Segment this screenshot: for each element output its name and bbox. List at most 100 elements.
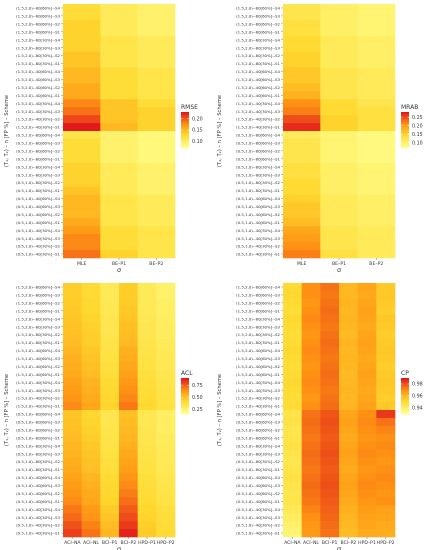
heatmap-cell xyxy=(137,457,157,466)
row-label: (1.5,2.0)--40[60%]--S4 xyxy=(236,69,280,74)
colorbar-segment xyxy=(401,116,409,119)
heatmap-cell xyxy=(357,115,396,124)
row-label: (1.5,2.0)--80[60%]--S3 xyxy=(236,14,280,19)
heatmap-cell xyxy=(320,154,358,164)
heatmap-cell xyxy=(119,322,138,331)
heatmap-cell xyxy=(137,338,157,347)
heatmap-cell xyxy=(357,410,377,419)
colorbar-segment xyxy=(181,400,189,403)
heatmap-cell xyxy=(81,394,101,403)
heatmap-cell xyxy=(100,290,120,300)
colorbar-segment xyxy=(181,124,189,126)
heatmap-cell xyxy=(81,489,101,498)
colorbar-segment xyxy=(401,384,409,386)
col-label: MLE xyxy=(77,261,87,267)
heatmap-cell xyxy=(357,362,377,371)
heatmap-cell xyxy=(63,154,101,164)
heatmap-cell xyxy=(283,314,302,323)
heatmap-cell xyxy=(283,354,302,363)
heatmap-cell xyxy=(137,51,176,60)
heatmap-cell xyxy=(137,346,157,355)
row-label: (0.5,1.0)--80[60%]--S3 xyxy=(16,420,60,425)
heatmap-cell xyxy=(283,370,302,379)
heatmap-cell xyxy=(137,330,157,339)
heatmap-cell xyxy=(119,529,138,538)
heatmap-cell xyxy=(283,178,321,187)
heatmap-cell xyxy=(119,314,138,323)
heatmap-cell xyxy=(81,473,101,482)
colorbar-tick-label: 0.15 xyxy=(412,132,423,138)
heatmap-cell xyxy=(63,186,101,195)
heatmap-cell xyxy=(63,441,82,450)
heatmap-cell xyxy=(156,441,176,450)
heatmap-cell xyxy=(339,283,358,292)
colorbar-segment xyxy=(181,116,189,119)
heatmap-cell xyxy=(100,178,138,187)
heatmap-cell xyxy=(100,107,138,116)
x-axis-title: σ xyxy=(117,266,121,274)
heatmap-cell xyxy=(63,91,101,100)
heatmap-cell xyxy=(357,67,396,76)
heatmap-cell xyxy=(119,410,138,419)
colorbar-segment xyxy=(181,405,189,408)
heatmap-cell xyxy=(63,378,82,387)
heatmap-cell xyxy=(119,465,138,474)
heatmap-cell xyxy=(137,194,176,203)
heatmap-cell xyxy=(63,99,101,108)
heatmap-cell xyxy=(320,298,340,308)
colorbar-segment xyxy=(181,137,189,139)
heatmap-cell xyxy=(339,489,358,498)
heatmap-cell xyxy=(320,433,340,443)
row-label: (1.5,2.0)--80[60%]--S2 xyxy=(236,300,280,305)
heatmap-cell xyxy=(81,529,101,538)
colorbar-tick-label: 0.15 xyxy=(192,128,203,134)
row-label: (0.5,1.0)--80[60%]--S4 xyxy=(236,412,280,417)
heatmap-cell xyxy=(357,354,377,363)
heatmap-cell xyxy=(100,99,138,108)
heatmap-cell xyxy=(100,394,120,403)
heatmap-cell xyxy=(339,417,358,427)
colorbar-segment xyxy=(401,399,409,402)
heatmap-cell xyxy=(119,338,138,347)
heatmap-cell xyxy=(320,146,358,156)
heatmap-cell xyxy=(100,441,120,450)
heatmap-cell xyxy=(119,449,138,458)
heatmap-cell xyxy=(63,250,101,259)
heatmap-cell xyxy=(119,354,138,363)
heatmap-cell xyxy=(357,378,377,387)
colorbar-segment xyxy=(181,382,189,385)
heatmap-cell xyxy=(137,354,157,363)
colorbar-segment xyxy=(401,120,409,122)
legend-title: ACL xyxy=(181,370,193,377)
colorbar-segment xyxy=(181,386,189,388)
heatmap-cell xyxy=(320,19,358,29)
row-label: (0.5,1.0)--80[60%]--S1 xyxy=(16,156,60,161)
colorbar-segment xyxy=(181,394,189,397)
heatmap-cell xyxy=(320,178,358,187)
row-label: (0.5,1.0)--80[60%]--S2 xyxy=(236,148,280,153)
row-label: (1.5,2.0)--80[60%]--S2 xyxy=(16,300,60,305)
heatmap-cell xyxy=(63,513,82,522)
heatmap-cell xyxy=(283,138,321,148)
heatmap-cell xyxy=(100,497,120,506)
heatmap-cell xyxy=(283,35,321,44)
heatmap-cell xyxy=(376,402,396,411)
heatmap-cell xyxy=(81,449,101,458)
heatmap-cell xyxy=(301,354,321,363)
heatmap-cell xyxy=(100,410,120,419)
colorbar-segment xyxy=(181,381,189,384)
row-label: (0.5,1.0)--80[30%]--S4 xyxy=(236,164,280,169)
heatmap-cell xyxy=(320,449,340,458)
colorbar-segment xyxy=(181,121,189,124)
colorbar-segment xyxy=(181,132,189,134)
heatmap-cell xyxy=(156,410,176,419)
heatmap-cell xyxy=(283,298,302,308)
colorbar-segment xyxy=(401,394,409,397)
colorbar-segment xyxy=(401,381,409,384)
heatmap-cell xyxy=(320,59,358,68)
heatmap-cell xyxy=(320,521,340,530)
x-axis-title: σ xyxy=(337,545,341,550)
row-label: (0.5,1.0)--80[30%]--S1 xyxy=(16,467,60,472)
x-axis-title: σ xyxy=(337,266,341,274)
heatmap-cell xyxy=(301,481,321,490)
